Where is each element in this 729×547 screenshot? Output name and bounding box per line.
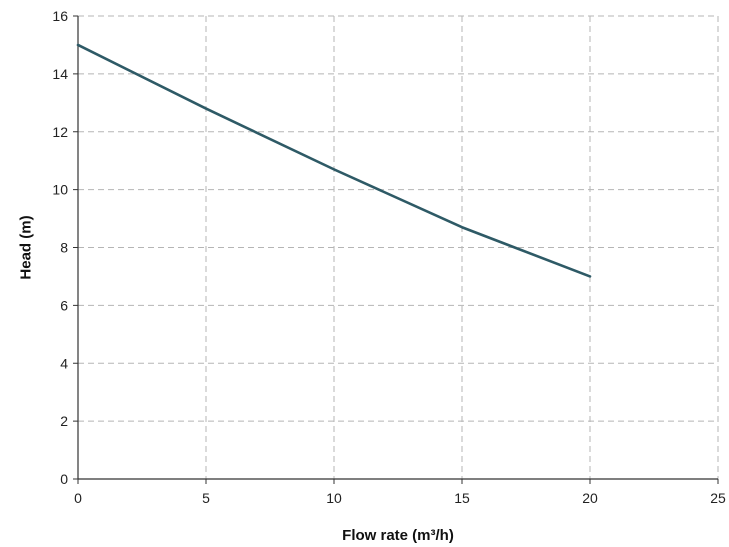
y-tick-label-6: 12 xyxy=(52,124,68,140)
y-tick-label-3: 6 xyxy=(60,297,68,313)
x-tick-label-1: 5 xyxy=(202,490,210,506)
x-tick-label-0: 0 xyxy=(74,490,82,506)
y-tick-label-1: 2 xyxy=(60,413,68,429)
y-tick-label-5: 10 xyxy=(52,182,68,198)
series-lines xyxy=(76,43,592,278)
y-tick-label-2: 4 xyxy=(60,355,68,371)
y-tick-label-4: 8 xyxy=(60,240,68,256)
y-tick-label-8: 16 xyxy=(52,8,68,24)
grid-lines xyxy=(78,15,719,479)
x-tick-label-2: 10 xyxy=(326,490,342,506)
x-tick-label-5: 25 xyxy=(710,490,726,506)
x-axis-title: Flow rate (m³/h) xyxy=(342,527,454,544)
x-tick-label-4: 20 xyxy=(582,490,598,506)
tick-labels: 0 5 10 15 20 25 0 2 4 6 8 10 12 14 16 xyxy=(52,8,726,506)
series-line-0 xyxy=(76,43,592,278)
x-tick-label-3: 15 xyxy=(454,490,470,506)
y-axis-title: Head (m) xyxy=(17,215,34,279)
y-tick-label-7: 14 xyxy=(52,66,68,82)
y-tick-label-0: 0 xyxy=(60,471,68,487)
